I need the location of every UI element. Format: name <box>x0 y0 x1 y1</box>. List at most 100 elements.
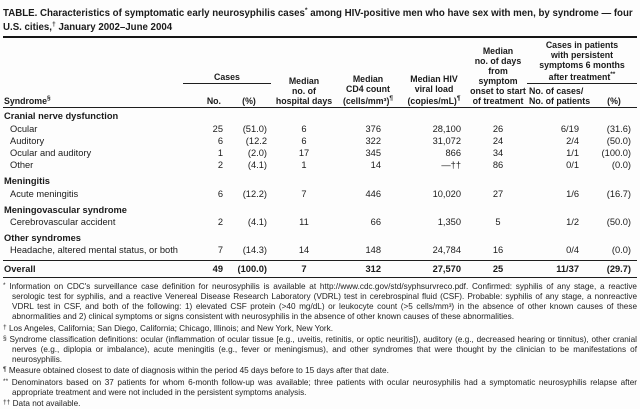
section-row-meningovascular-syndrome: Meningovascular syndrome <box>4 204 127 215</box>
cases-pct-cell: (12.2 <box>245 135 267 146</box>
footnote: † Los Angeles, California; San Diego, Ca… <box>3 323 637 334</box>
cases-patients-cell: 1/1 <box>566 148 579 158</box>
neurosyphilis-characteristics-table: Syndrome§ Cases Median no. of hospital d… <box>3 38 638 278</box>
hospital-days-cell: 6 <box>301 135 307 146</box>
table-row-acute-meningitis: Acute meningitis 6 (12.2) 7 446 10,020 2… <box>3 188 637 200</box>
footnote-marker: †† <box>3 399 11 407</box>
cd4-cell: 312 <box>337 259 399 278</box>
footnote: § Syndrome classification definitions: o… <box>3 334 637 366</box>
syndrome-cell: Ocular and auditory <box>10 148 92 158</box>
persistent-pct-cell: (100.0) <box>601 148 632 158</box>
section-row-other-syndromes: Other syndromes <box>4 233 81 244</box>
persistent-pct-cell: (16.7) <box>606 188 632 199</box>
syndrome-cell: Auditory <box>10 135 45 146</box>
onset-days-cell: 5 <box>495 217 501 228</box>
cd4-cell: 322 <box>365 135 381 146</box>
cases-no-cell: 7 <box>217 245 223 256</box>
cases-no-cell: 25 <box>212 123 223 134</box>
col-header-onset-to-treatment: Median no. of days from symptom onset to… <box>469 38 527 109</box>
onset-days-cell: 24 <box>492 135 504 146</box>
col-header-cases-pct: (%) <box>227 83 271 109</box>
syndrome-cell: Other <box>10 160 34 171</box>
table-title: TABLE. Characteristics of symptomatic ea… <box>3 2 637 39</box>
viral-load-cell: 866 <box>445 148 461 158</box>
col-header-cases-group: Cases <box>183 38 271 85</box>
cases-no-cell: 1 <box>217 148 223 158</box>
cases-pct-cell: (14.3) <box>242 245 267 256</box>
cd4-cell: 14 <box>370 160 381 171</box>
section-row-cranial-nerve-dysfunction: Cranial nerve dysfunction <box>4 111 119 122</box>
table-row-headache-altered-mental-status: Headache, altered mental status, or both… <box>3 244 637 260</box>
footnote-text: Data not available. <box>12 399 81 409</box>
table-row-ocular-and-auditory: Ocular and auditory 1 (2.0) 17 345 866 3… <box>3 147 637 159</box>
table-row-ocular: Ocular 25 (51.0) 6 376 28,100 26 6/19 (3… <box>3 123 637 135</box>
cases-patients-cell: 2/4 <box>566 135 579 146</box>
footnote: * Information on CDC's surveillance case… <box>3 281 637 323</box>
footnote-marker: ¶ <box>3 366 7 374</box>
table-body: Cranial nerve dysfunction Ocular 25 (51.… <box>3 108 638 278</box>
footnote-text: Los Angeles, California; San Diego, Cali… <box>8 323 333 333</box>
footnotes: * Information on CDC's surveillance case… <box>3 281 637 409</box>
viral-load-cell: 10,020 <box>432 188 461 199</box>
cases-pct-cell: (4.1) <box>247 217 267 228</box>
cd4-cell: 66 <box>370 217 381 228</box>
hospital-days-cell: 14 <box>298 245 310 256</box>
persistent-pct-cell: (0.0) <box>611 245 632 256</box>
cd4-cell: 148 <box>365 245 381 256</box>
cases-patients-cell: 0/4 <box>566 245 579 256</box>
persistent-pct-cell: (29.7) <box>591 259 638 278</box>
table-row-overall: Overall 49 (100.0) 7 312 27,570 25 11/37… <box>3 259 638 278</box>
col-header-persistent-symptoms-group: Cases in patients with persistent sympto… <box>527 38 638 85</box>
syndrome-cell: Acute meningitis <box>10 188 79 199</box>
cases-pct-cell: (4.1) <box>247 160 267 171</box>
footnote-text: Information on CDC's surveillance case d… <box>9 281 637 322</box>
col-header-syndrome: Syndrome§ <box>3 38 183 109</box>
title-text: January 2002–June 2004 <box>55 22 173 34</box>
footnote-text: Denominators based on 37 patients for wh… <box>11 377 637 397</box>
cases-no-cell: 6 <box>217 135 223 146</box>
persistent-pct-cell: (31.6) <box>606 123 632 134</box>
viral-load-cell: 1,350 <box>437 217 461 228</box>
viral-load-cell: 28,100 <box>432 123 461 134</box>
footnote-text: Measure obtained closest to date of diag… <box>8 366 389 376</box>
footnote-ref-dagger: † <box>52 21 56 29</box>
footnote-ref-asterisk: * <box>304 7 308 14</box>
cd4-cell: 446 <box>365 188 381 199</box>
onset-days-cell: 26 <box>492 123 504 134</box>
hospital-days-cell: 1 <box>301 160 307 171</box>
hospital-days-cell: 6 <box>301 123 307 134</box>
hospital-days-cell: 11 <box>299 217 309 228</box>
cases-no-cell: 49 <box>183 259 227 278</box>
table-header: Syndrome§ Cases Median no. of hospital d… <box>3 38 638 109</box>
footnote-text: Syndrome classification definitions: ocu… <box>9 334 638 365</box>
section-row-meningitis: Meningitis <box>4 176 50 187</box>
syndrome-cell: Ocular <box>10 123 38 134</box>
cases-patients-cell: 0/1 <box>566 160 579 171</box>
footnote-marker: ** <box>3 377 9 385</box>
persistent-pct-cell: (0.0) <box>611 160 632 171</box>
cases-no-cell: 6 <box>217 188 223 199</box>
title-text: among HIV-positive men who have sex with… <box>3 8 633 34</box>
onset-days-cell: 86 <box>492 160 504 171</box>
onset-days-cell: 27 <box>492 188 504 199</box>
cases-pct-cell: (2.0) <box>247 148 267 158</box>
cases-pct-cell: (51.0) <box>242 123 267 134</box>
footnote: ¶ Measure obtained closest to date of di… <box>3 365 637 376</box>
hospital-days-cell: 7 <box>301 188 307 199</box>
viral-load-cell: —†† <box>441 160 461 171</box>
table-row-auditory: Auditory 6 (12.2 6 322 31,072 24 2/4 (50… <box>3 135 637 147</box>
cases-no-cell: 2 <box>217 160 223 171</box>
col-header-hospital-days: Median no. of hospital days <box>271 38 337 109</box>
persistent-pct-cell: (50.0) <box>606 217 632 228</box>
cases-pct-cell: (100.0) <box>227 259 271 278</box>
viral-load-cell: 24,784 <box>432 245 461 256</box>
onset-days-cell: 16 <box>492 245 504 256</box>
footnote: ** Denominators based on 37 patients for… <box>3 377 637 398</box>
onset-days-cell: 25 <box>469 259 527 278</box>
cases-patients-cell: 1/6 <box>566 188 579 199</box>
col-header-viral-load: Median HIV viral load (copies/mL)¶ <box>399 38 469 109</box>
cd4-cell: 345 <box>365 148 381 158</box>
table-row-cerebrovascular-accident: Cerebrovascular accident 2 (4.1) 11 66 1… <box>3 216 637 228</box>
col-header-persistent-pct: (%) <box>591 83 638 109</box>
